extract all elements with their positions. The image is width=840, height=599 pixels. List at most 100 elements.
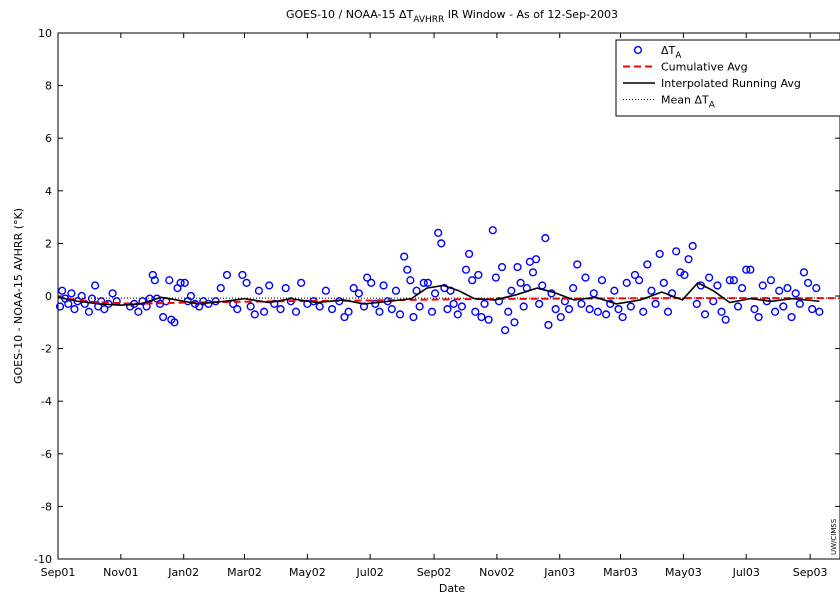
delta-t-point	[684, 255, 693, 264]
delta-t-point	[610, 286, 619, 295]
delta-t-point	[415, 302, 424, 311]
legend-label: Interpolated Running Avg	[661, 77, 801, 90]
legend-label: ΔTA	[661, 44, 682, 61]
x-tick-label: Jan02	[167, 566, 199, 579]
legend-label: Cumulative Avg	[661, 61, 748, 74]
delta-t-point	[484, 315, 493, 324]
delta-t-point	[461, 265, 471, 274]
delta-t-point	[250, 310, 259, 319]
y-tick-label: -2	[41, 343, 52, 356]
delta-t-point	[564, 305, 574, 314]
y-tick-label: 10	[38, 27, 52, 40]
x-tick-label: Mar03	[603, 566, 638, 579]
y-tick-label: 2	[45, 237, 52, 250]
delta-t-point	[733, 302, 743, 311]
delta-t-point	[108, 289, 117, 298]
delta-t-point	[276, 305, 285, 314]
delta-t-point	[541, 234, 550, 243]
delta-t-point	[581, 273, 590, 282]
delta-t-point	[639, 307, 648, 316]
delta-t-point	[812, 284, 821, 293]
delta-t-point	[464, 249, 474, 259]
delta-t-point	[779, 302, 788, 311]
delta-t-point	[58, 286, 67, 295]
delta-t-point	[434, 228, 443, 237]
delta-t-point	[746, 265, 755, 274]
delta-t-point	[507, 286, 516, 295]
delta-t-point	[423, 278, 432, 287]
delta-t-point	[344, 307, 353, 316]
delta-t-point	[535, 299, 544, 308]
delta-t-point	[430, 289, 440, 298]
delta-t-point	[471, 307, 480, 316]
x-tick-label: Jan03	[543, 566, 575, 579]
delta-t-point	[412, 286, 421, 295]
delta-t-point	[327, 305, 337, 314]
x-axis: Sep01 Nov01 Jan02 Mar02 May02 Jul02 Sep02 Nov02…	[41, 33, 827, 579]
delta-t-point	[233, 305, 242, 314]
delta-t-point	[427, 307, 437, 316]
delta-t-point	[90, 281, 100, 290]
delta-t-point	[655, 249, 664, 259]
delta-t-point	[766, 276, 776, 285]
x-tick-label: Jul02	[356, 566, 384, 579]
y-tick-label: -4	[41, 395, 52, 408]
delta-t-point	[480, 299, 489, 308]
delta-t-point	[281, 284, 290, 293]
delta-t-point	[795, 299, 804, 308]
delta-t-point	[738, 284, 747, 293]
delta-t-point	[371, 299, 380, 308]
delta-t-point	[340, 312, 349, 322]
delta-t-point	[680, 270, 689, 280]
delta-t-point	[787, 312, 796, 322]
cumulative-avg-line	[57, 296, 840, 305]
y-axis: -10 -8 -6 -4 -2 0 2 4 6 8 10	[34, 27, 840, 566]
delta-t-point	[150, 276, 159, 285]
delta-t-point	[254, 286, 264, 295]
delta-t-point	[406, 276, 415, 285]
delta-t-point	[246, 302, 255, 311]
delta-t-point	[622, 278, 631, 287]
delta-t-point	[544, 320, 553, 330]
delta-t-point	[375, 307, 384, 316]
x-tick-label: Mar02	[227, 566, 262, 579]
delta-t-point	[791, 289, 800, 298]
delta-t-point	[315, 302, 324, 311]
data-points	[55, 226, 824, 335]
delta-t-point	[437, 239, 446, 248]
delta-t-point	[663, 307, 673, 316]
y-tick-label: 4	[45, 185, 52, 198]
delta-t-point	[400, 252, 409, 261]
delta-t-point	[504, 307, 513, 316]
delta-t-point	[70, 305, 79, 314]
delta-t-point	[379, 281, 388, 290]
delta-t-point	[626, 302, 635, 311]
delta-t-point	[165, 276, 174, 285]
delta-t-point	[672, 247, 681, 256]
delta-t-point	[585, 305, 594, 314]
delta-t-point	[538, 281, 547, 290]
delta-t-point	[77, 291, 86, 301]
delta-t-point	[775, 286, 784, 295]
delta-t-point	[647, 286, 656, 295]
delta-t-point	[676, 268, 685, 277]
y-axis-label: GOES-10 - NOAA-15 AVHRR (°K)	[12, 208, 25, 384]
average-lines	[57, 281, 840, 307]
delta-t-point	[815, 307, 824, 316]
delta-t-point	[176, 278, 185, 287]
delta-t-point	[453, 310, 462, 319]
delta-t-point	[216, 284, 225, 293]
delta-t-point	[754, 312, 763, 322]
delta-t-point	[180, 278, 189, 287]
delta-t-point	[449, 299, 458, 308]
delta-t-point	[750, 305, 759, 314]
delta-t-point	[497, 262, 507, 272]
delta-t-point	[692, 299, 701, 308]
delta-t-point	[516, 278, 525, 287]
delta-t-point	[758, 281, 767, 290]
delta-t-point	[593, 307, 602, 316]
delta-t-point	[725, 276, 734, 285]
y-tick-label: -8	[41, 500, 52, 513]
legend-label: Mean ΔTA	[661, 94, 716, 111]
delta-t-point	[297, 278, 306, 287]
